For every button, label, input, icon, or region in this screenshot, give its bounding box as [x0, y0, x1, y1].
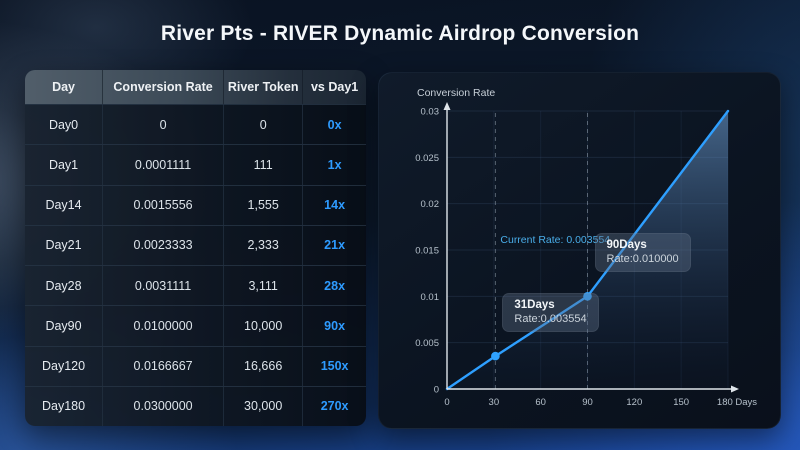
table-cell: 3,111	[223, 266, 302, 306]
y-axis-arrow-icon	[443, 102, 451, 110]
conversion-table: Day Conversion Rate River Token vs Day1 Day0…	[25, 70, 366, 426]
tooltip-title: 31Days	[514, 299, 555, 312]
table-header-cell: Conversion Rate	[102, 70, 223, 104]
table-cell: 0.0100000	[102, 306, 223, 346]
table-cell: 21x	[302, 225, 366, 265]
table-cell: 0.0001111	[102, 145, 223, 185]
table-header-cell: Day	[52, 80, 75, 94]
x-tick-label: 0	[444, 397, 449, 408]
table-row: Day180 0.0300000 30,000 270x	[25, 385, 366, 426]
y-tick-label: 0.02	[421, 199, 440, 210]
x-tick-label: 180 Days	[717, 397, 757, 408]
data-point-tooltip: 31Days Rate:0.003554	[502, 293, 599, 333]
table-row: Day90 0.0100000 10,000 90x	[25, 305, 366, 346]
tooltip-rate: Rate:0.003554	[514, 313, 587, 326]
table-header-cell: River Token	[223, 70, 302, 104]
chart-panel: 0 0.005 0.01 0.015 0.02 0.025 0.03 0 30 60 90 120 15…	[378, 72, 781, 429]
table-cell: Day90	[45, 318, 82, 333]
table-cell: 16,666	[223, 346, 302, 386]
table-row: Day21 0.0023333 2,333 21x	[25, 224, 366, 265]
current-rate-label: Current Rate: 0.003554	[500, 234, 610, 246]
tooltip-title: 90Days	[606, 239, 647, 252]
table-cell: 0	[223, 105, 302, 145]
table-cell: 0	[102, 105, 223, 145]
table-cell: 0.0166667	[102, 346, 223, 386]
x-tick-label: 150	[673, 397, 689, 408]
x-tick-label: 90	[582, 397, 593, 408]
table-cell: 28x	[302, 266, 366, 306]
table-row: Day28 0.0031111 3,111 28x	[25, 265, 366, 306]
table-cell: Day14	[45, 198, 82, 213]
table-cell: Day28	[45, 278, 82, 293]
rate-line	[445, 109, 730, 391]
table-cell: 0x	[302, 105, 366, 145]
area-fill	[447, 111, 728, 389]
table-cell: 1x	[302, 145, 366, 185]
page-title: River Pts - RIVER Dynamic Airdrop Conver…	[160, 22, 640, 45]
table-row: Day1 0.0001111 111 1x	[25, 144, 366, 185]
x-tick-label: 60	[535, 397, 546, 408]
table-cell: Day0	[48, 117, 79, 132]
table-cell: 0.0023333	[102, 225, 223, 265]
table-header-row: Day Conversion Rate River Token vs Day1	[25, 70, 366, 104]
table-cell: 14x	[302, 185, 366, 225]
table-row: Day0 0 0 0x	[25, 104, 366, 145]
table-cell: Day21	[45, 238, 82, 253]
x-tick-label: 30	[489, 397, 500, 408]
data-point-tooltip: 90Days Rate:0.010000	[594, 233, 691, 273]
table-header-cell: vs Day1	[302, 70, 366, 104]
table-cell: 111	[223, 145, 302, 185]
y-tick-label: 0.03	[421, 107, 440, 118]
table-cell: 10,000	[223, 306, 302, 346]
table-row: Day120 0.0166667 16,666 150x	[25, 345, 366, 386]
table-cell: 150x	[302, 346, 366, 386]
y-tick-label: 0.025	[415, 153, 439, 164]
table-row: Day14 0.0015556 1,555 14x	[25, 184, 366, 225]
tooltip-rate: Rate:0.010000	[606, 253, 679, 266]
y-tick-label: 0.015	[415, 246, 439, 257]
data-point-dot[interactable]	[491, 351, 500, 361]
table-cell: 30,000	[223, 386, 302, 426]
table-cell: Day1	[48, 157, 79, 172]
y-tick-label: 0.005	[415, 338, 439, 349]
conversion-chart: 0 0.005 0.01 0.015 0.02 0.025 0.03 0 30 60 90 120 15…	[415, 87, 757, 408]
table-cell: 270x	[302, 386, 366, 426]
table-cell: 90x	[302, 306, 366, 346]
table-cell: Day120	[41, 359, 86, 374]
table-cell: 0.0015556	[102, 185, 223, 225]
y-tick-label: 0	[434, 385, 439, 396]
table-cell: 0.0300000	[102, 386, 223, 426]
data-point-dot[interactable]	[583, 292, 592, 301]
table-cell: 2,333	[223, 225, 302, 265]
table-cell: 1,555	[223, 185, 302, 225]
table-cell: Day180	[41, 399, 86, 414]
table-cell: 0.0031111	[102, 266, 223, 306]
x-tick-label: 120	[626, 397, 642, 408]
chart-title: Conversion Rate	[417, 87, 495, 99]
y-tick-label: 0.01	[421, 292, 440, 303]
x-axis-arrow-icon	[731, 385, 739, 393]
